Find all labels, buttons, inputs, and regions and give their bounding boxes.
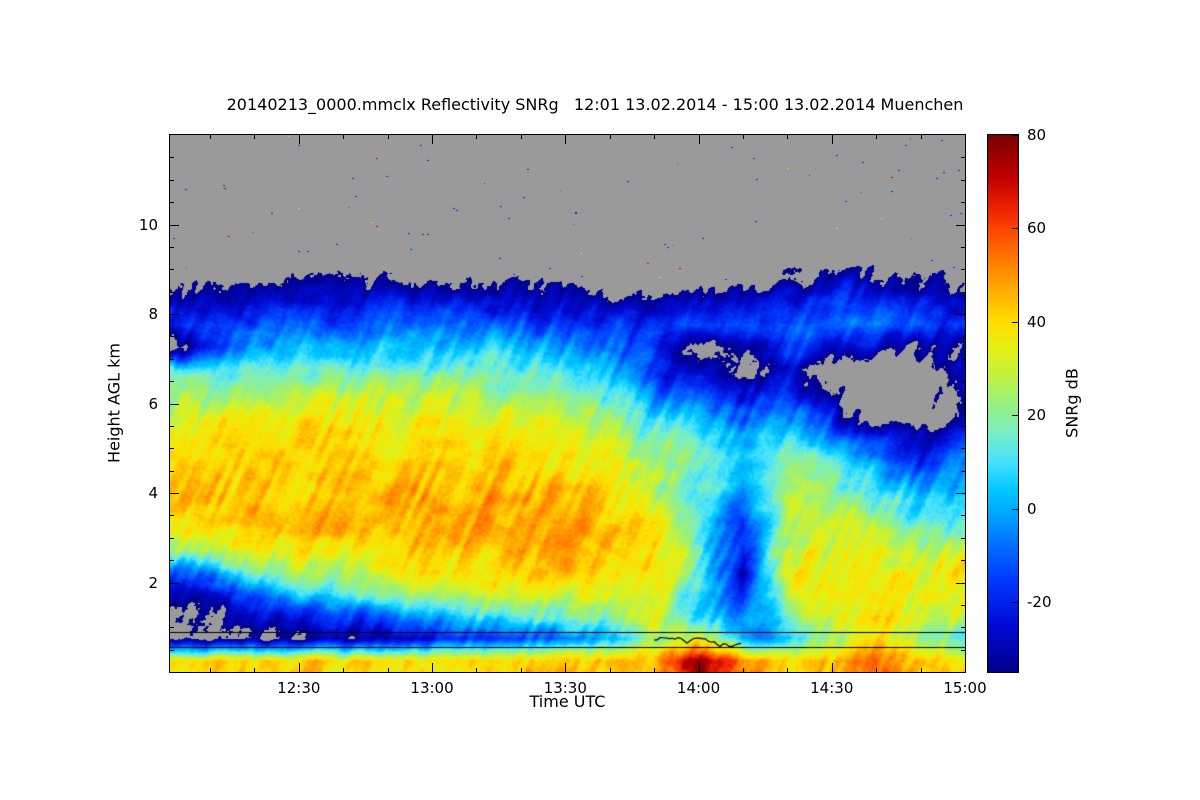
y-axis-label: Height AGL km [104, 343, 124, 463]
colorbar-label: SNRg dB [1062, 368, 1082, 438]
chart-title: 20140213_0000.mmclx Reflectivity SNRg 12… [226, 95, 964, 114]
colorbar-tick-label: 60 [1027, 219, 1047, 238]
y-tick-label: 2 [148, 573, 158, 592]
y-tick-label: 6 [148, 394, 158, 413]
y-tick-label: 10 [138, 215, 158, 234]
colorbar-tick-label: 80 [1027, 126, 1047, 144]
heatmap-canvas [170, 135, 965, 672]
colorbar [987, 134, 1019, 673]
heatmap-plot-area [169, 134, 966, 673]
y-tick-label: 4 [148, 484, 158, 502]
colorbar-tick-label: 40 [1027, 312, 1047, 331]
colorbar-tick-label: 20 [1027, 406, 1047, 425]
colorbar-tick-label: 0 [1027, 499, 1037, 518]
colorbar-tick-label: -20 [1027, 592, 1052, 611]
colorbar-canvas [988, 135, 1018, 672]
y-tick-label: 8 [148, 305, 158, 323]
x-axis-label: Time UTC [529, 692, 606, 711]
